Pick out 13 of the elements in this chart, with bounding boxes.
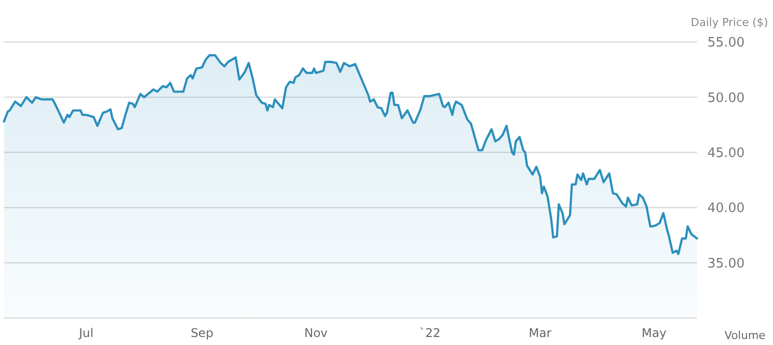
x-tick-label: Sep	[190, 326, 214, 340]
y-tick-label: 40.00	[707, 201, 745, 216]
x-tick-label: May	[642, 326, 666, 340]
y-axis-title: Daily Price ($)	[690, 16, 768, 29]
x-tick-label: `22	[419, 326, 441, 340]
x-tick-label: Nov	[304, 326, 328, 340]
y-tick-label: 55.00	[707, 36, 745, 51]
x-tick-label: Mar	[528, 326, 552, 340]
y-tick-label: 50.00	[707, 90, 745, 106]
y-tick-label: 45.00	[707, 146, 745, 161]
text: Volume	[724, 329, 766, 342]
y-tick-label: 35.00	[707, 256, 745, 272]
x-tick-label: Jul	[78, 326, 94, 340]
